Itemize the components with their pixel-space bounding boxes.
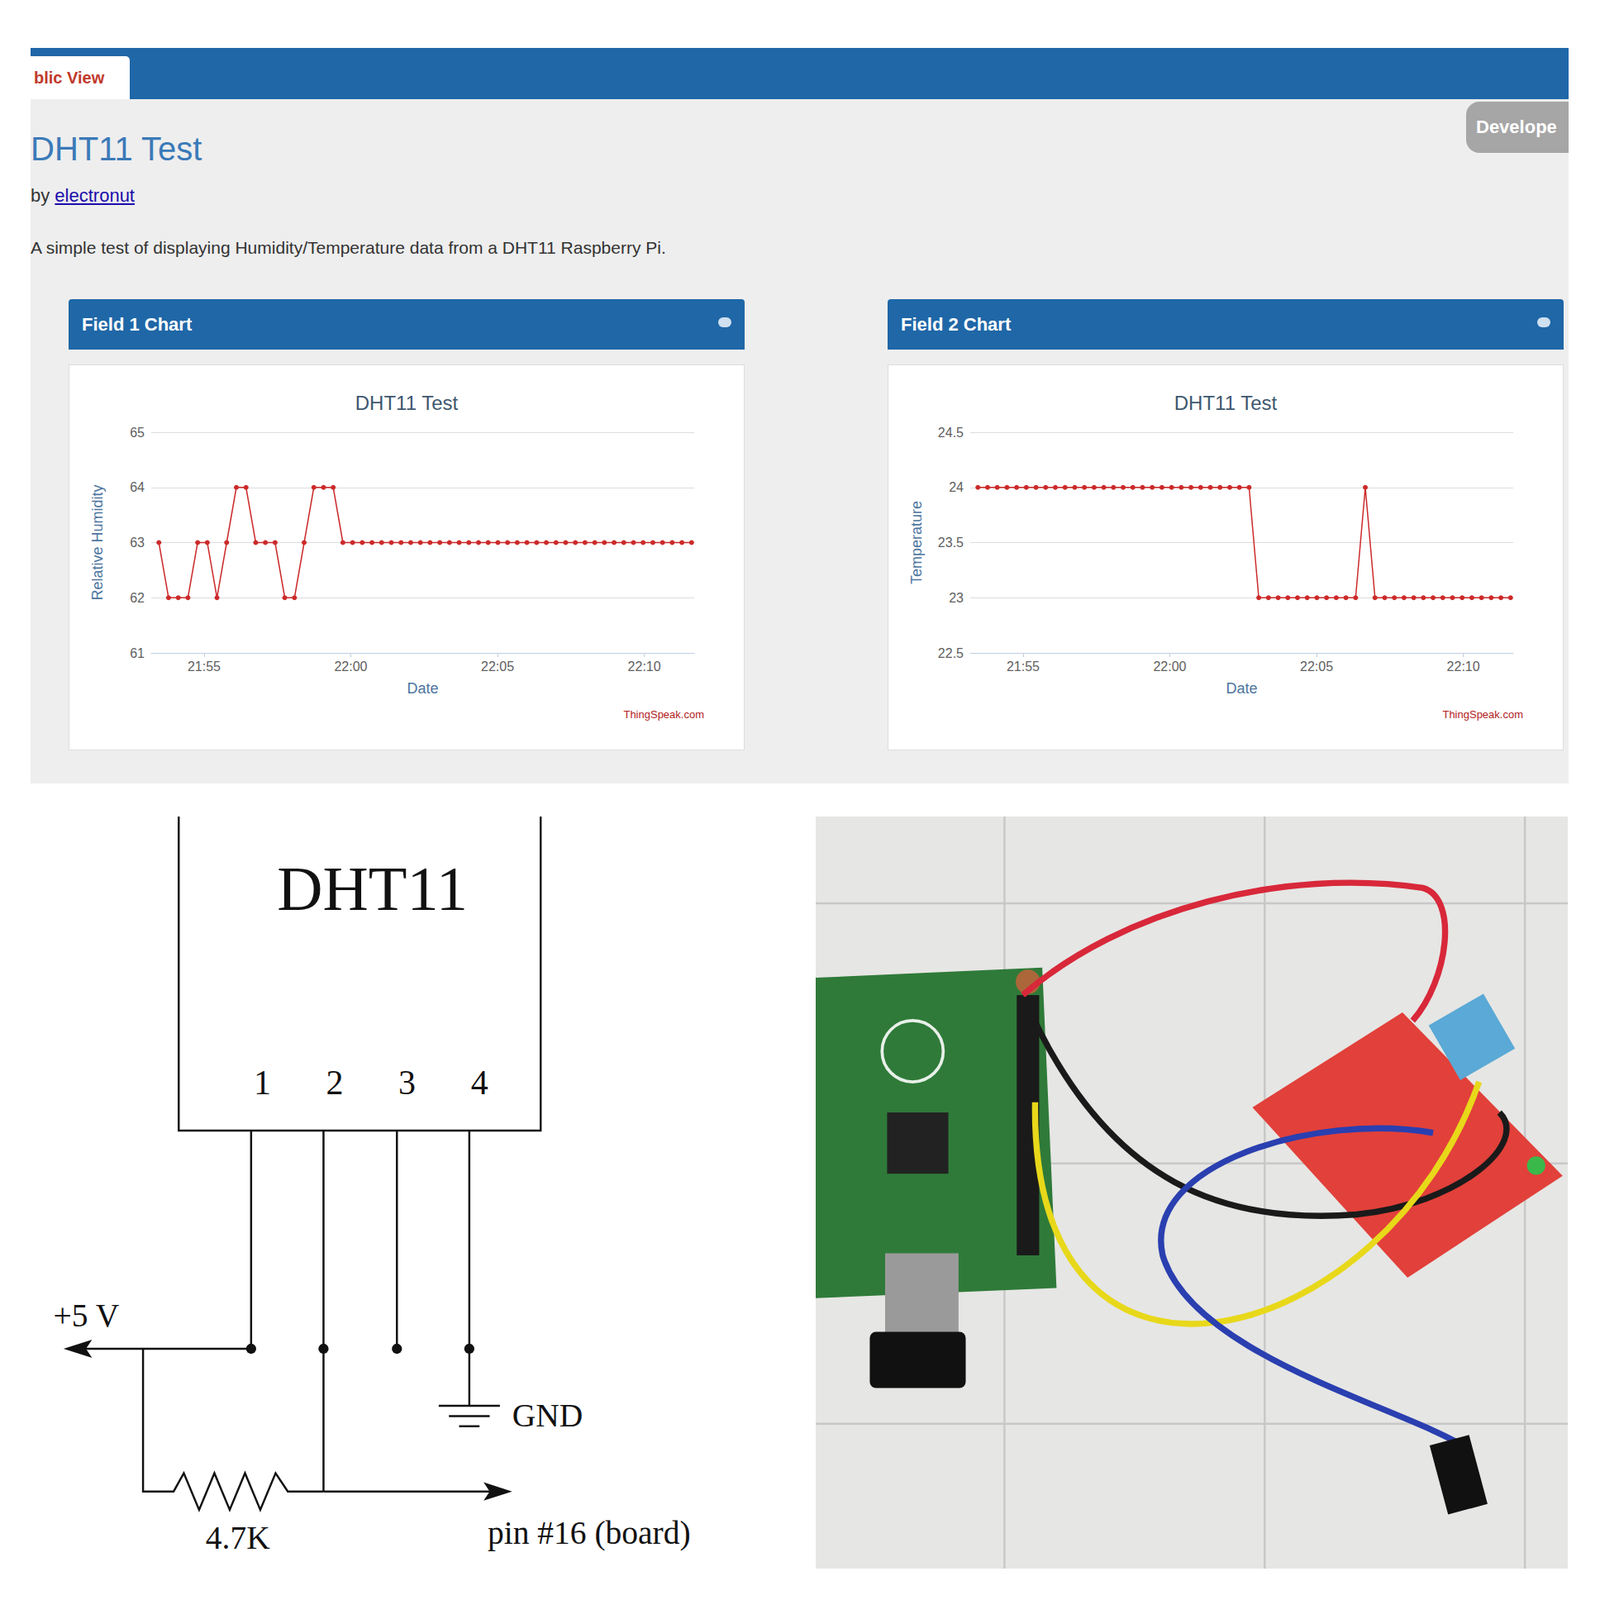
svg-text:Relative Humidity: Relative Humidity <box>89 484 106 600</box>
svg-text:DHT11: DHT11 <box>276 854 468 925</box>
svg-text:64: 64 <box>129 480 145 495</box>
svg-text:21:55: 21:55 <box>187 659 221 674</box>
html-text:Field 2 Chart: Field 2 Chart <box>900 314 1011 335</box>
svg-text:62: 62 <box>129 590 145 605</box>
svg-text:63: 63 <box>129 535 145 550</box>
svg-text:23: 23 <box>948 590 964 605</box>
svg-text:21:55: 21:55 <box>1006 659 1040 674</box>
svg-text:22:10: 22:10 <box>628 659 662 674</box>
svg-text:DHT11 Test: DHT11 Test <box>355 391 459 415</box>
svg-text:65: 65 <box>129 425 145 440</box>
svg-text:2: 2 <box>326 1063 344 1102</box>
html-text:A simple test of displaying Hu: A simple test of displaying Humidity/Tem… <box>30 238 666 258</box>
svg-text:22:05: 22:05 <box>480 659 515 674</box>
html-text:by electronut: by electronut <box>30 185 135 206</box>
svg-text:22:05: 22:05 <box>1300 659 1334 674</box>
svg-text:23.5: 23.5 <box>938 535 964 550</box>
svg-text:Temperature: Temperature <box>908 500 925 585</box>
svg-text:61: 61 <box>129 646 145 661</box>
svg-text:1: 1 <box>253 1063 272 1102</box>
html-text:Field 1 Chart: Field 1 Chart <box>81 314 192 335</box>
html-text:blic View: blic View <box>33 68 105 87</box>
svg-text:24.5: 24.5 <box>938 425 964 440</box>
svg-text:pin #16 (board): pin #16 (board) <box>487 1514 691 1552</box>
html-text:DHT11 Test: DHT11 Test <box>30 130 203 167</box>
svg-text:ThingSpeak.com: ThingSpeak.com <box>1442 708 1524 721</box>
svg-text:ThingSpeak.com: ThingSpeak.com <box>623 708 705 721</box>
svg-text:+5 V: +5 V <box>53 1297 120 1334</box>
svg-text:24: 24 <box>948 480 964 495</box>
svg-text:22.5: 22.5 <box>938 646 964 661</box>
svg-text:Date: Date <box>406 680 439 697</box>
svg-text:22:00: 22:00 <box>1152 659 1186 674</box>
svg-text:3: 3 <box>398 1063 416 1102</box>
svg-text:22:00: 22:00 <box>333 659 367 674</box>
svg-text:22:10: 22:10 <box>1447 659 1481 674</box>
svg-text:GND: GND <box>512 1397 584 1434</box>
html-text:Develope: Develope <box>1476 116 1557 138</box>
svg-text:Date: Date <box>1225 680 1258 697</box>
svg-text:DHT11 Test: DHT11 Test <box>1174 391 1278 415</box>
svg-text:4.7K: 4.7K <box>205 1519 271 1557</box>
svg-text:4: 4 <box>471 1063 489 1102</box>
